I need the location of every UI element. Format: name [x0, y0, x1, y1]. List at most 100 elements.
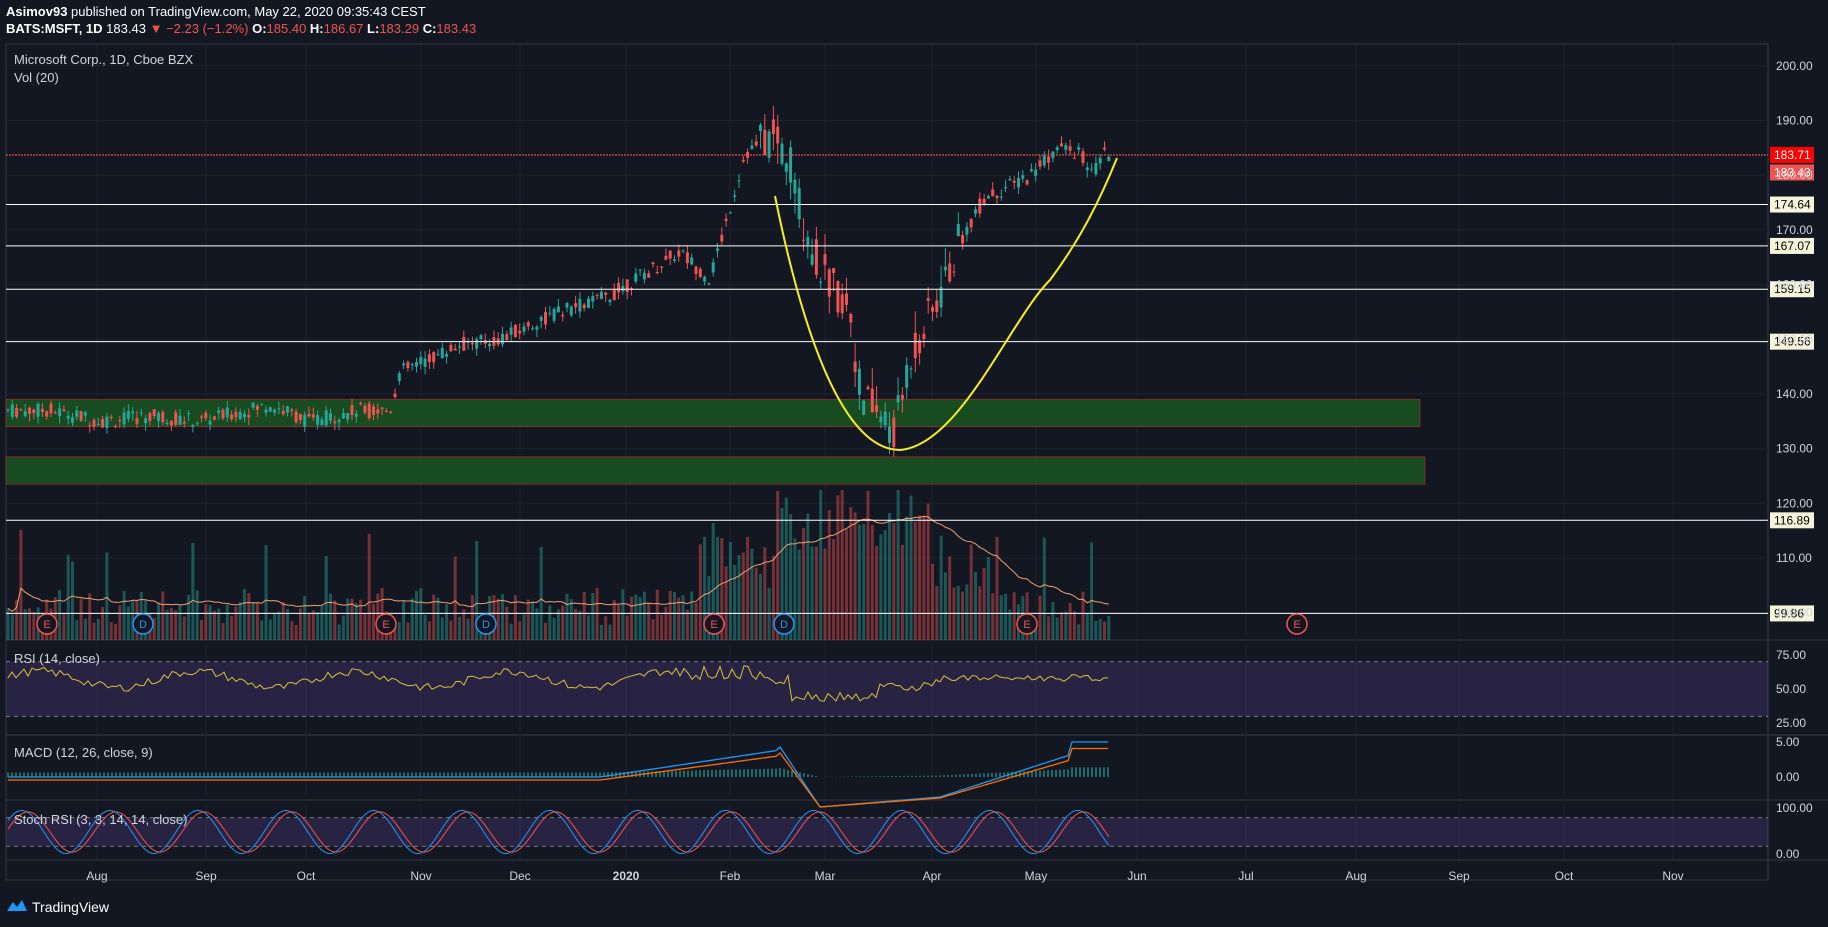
volume-bar — [862, 524, 866, 640]
candle-body — [965, 226, 969, 235]
volume-bar — [363, 613, 367, 640]
candle-body — [71, 417, 74, 423]
volume-bar — [204, 604, 208, 640]
candle-body — [475, 338, 479, 349]
author-name[interactable]: Asimov93 — [6, 4, 68, 19]
volume-bar — [1060, 612, 1063, 640]
candle-body — [1008, 179, 1012, 181]
volume-bar — [797, 549, 801, 640]
y-tick-label: 100.00 — [1776, 606, 1813, 620]
event-marker-label: E — [1023, 619, 1030, 631]
volume-bar — [234, 606, 238, 640]
candle-body — [509, 327, 513, 335]
candle-body — [501, 333, 504, 345]
event-marker-label: D — [139, 619, 147, 631]
volume-bar — [337, 624, 341, 640]
volume-bar — [350, 598, 354, 640]
volume-bar — [922, 515, 926, 640]
volume-bar — [191, 542, 195, 640]
candle-body — [750, 145, 754, 150]
footer-brand[interactable]: TradingView — [32, 898, 110, 915]
candle-body — [440, 347, 444, 359]
volume-bar — [604, 616, 608, 640]
candle-body — [978, 198, 982, 214]
candle-body — [599, 291, 603, 299]
volume-bar — [58, 590, 62, 640]
volume-bar — [845, 529, 848, 640]
x-tick-label: Apr — [923, 869, 942, 883]
candle-body — [961, 234, 965, 244]
candle-body — [367, 403, 371, 418]
volume-bar — [105, 552, 109, 640]
volume-bar — [307, 613, 311, 640]
event-marker-label: D — [780, 619, 788, 631]
candle-body — [810, 254, 814, 265]
close-label: C: — [422, 21, 437, 36]
candle-body — [591, 296, 595, 302]
volume-bar — [518, 621, 522, 640]
volume-bar — [612, 599, 616, 640]
symbol-label[interactable]: BATS:MSFT, 1D — [6, 21, 103, 36]
candle-body — [324, 410, 328, 426]
volume-bar — [427, 621, 431, 640]
candle-body — [642, 272, 646, 280]
candle-body — [909, 368, 913, 370]
candle-body — [221, 409, 225, 419]
candle-body — [419, 356, 423, 365]
volume-bar — [556, 609, 560, 640]
candle-body — [1017, 178, 1020, 188]
volume-bar — [677, 597, 681, 640]
macd-label[interactable]: MACD (12, 26, close, 9) — [14, 745, 153, 760]
candle-body — [169, 420, 173, 426]
candle-body — [281, 410, 285, 415]
volume-bar — [109, 622, 113, 640]
candle-body — [1068, 146, 1072, 151]
close-value: 183.43 — [436, 21, 477, 36]
volume-bar — [513, 595, 517, 640]
volume-bar — [161, 591, 165, 640]
volume-bar — [625, 615, 629, 640]
candle-body — [1055, 147, 1059, 150]
volume-bar — [423, 615, 427, 640]
volume-bar — [1103, 621, 1106, 640]
publish-info: Asimov93 published on TradingView.com, M… — [6, 4, 426, 19]
volume-bar — [857, 524, 861, 640]
volume-bar — [1081, 591, 1085, 640]
candle-body — [531, 328, 535, 330]
candle-body — [918, 340, 922, 354]
volume-bar — [294, 624, 298, 640]
volume-bar — [931, 563, 934, 640]
volume-bar — [230, 615, 234, 640]
last-price: 183.43 — [106, 21, 146, 36]
candle-body — [664, 255, 668, 260]
candle-body — [307, 413, 311, 417]
candle-body — [771, 119, 775, 135]
volume-bar — [10, 614, 14, 640]
candle-body — [238, 412, 242, 420]
volume-bar — [522, 614, 526, 640]
rsi-label[interactable]: RSI (14, close) — [14, 651, 100, 666]
candle-body — [913, 332, 917, 359]
price-level-label: 183.71 — [1774, 148, 1811, 162]
candle-body — [161, 412, 165, 423]
volume-bar — [367, 533, 371, 640]
open-label: O: — [252, 21, 267, 36]
volume-bar — [449, 620, 453, 640]
volume-bar — [165, 609, 169, 640]
stoch-rsi-label[interactable]: Stoch RSI (3, 3, 14, 14, close) — [14, 812, 188, 827]
macd-signal-line — [8, 747, 1108, 808]
candle-body — [79, 411, 83, 421]
volume-bar — [290, 621, 294, 640]
volume-label[interactable]: Vol (20) — [14, 70, 59, 85]
candle-body — [62, 409, 66, 412]
volume-bar — [578, 610, 582, 640]
volume-bar — [79, 598, 83, 640]
macd-tick-label: 0.00 — [1776, 770, 1800, 784]
volume-bar — [1072, 611, 1076, 640]
candle-body — [53, 412, 57, 414]
candle-body — [290, 409, 294, 411]
candle-body — [595, 295, 599, 297]
volume-bar — [793, 538, 797, 640]
volume-bar — [32, 611, 36, 640]
